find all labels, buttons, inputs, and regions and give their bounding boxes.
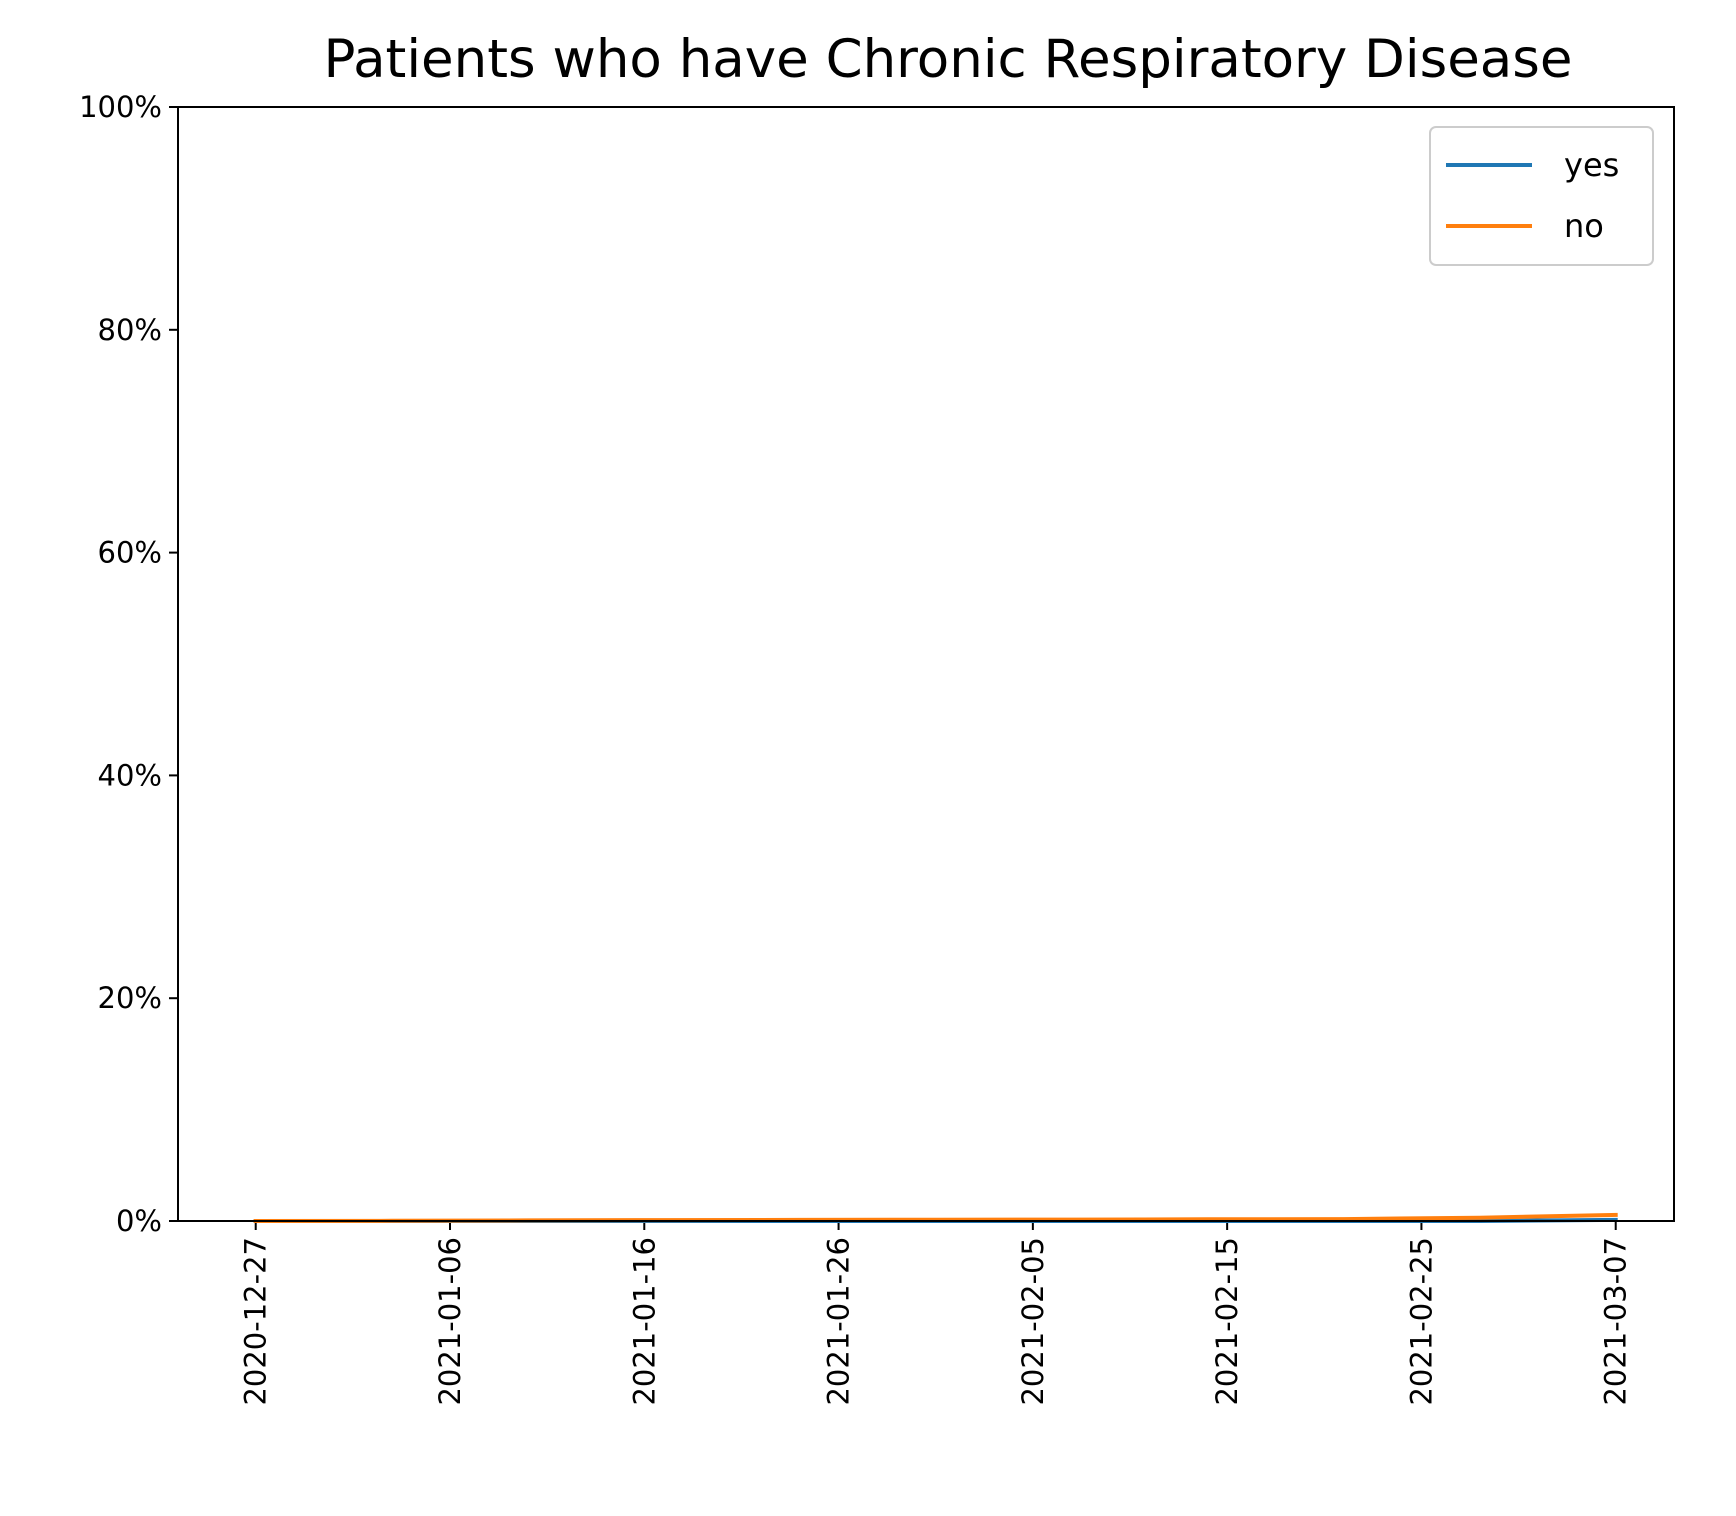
legend-label-yes: yes (1564, 146, 1619, 184)
x-axis: 2020-12-27 2021-01-06 2021-01-16 2021-01-26… (239, 1221, 1633, 1406)
y-tick-label: 0% (116, 1204, 162, 1238)
x-tick-label: 2021-01-26 (822, 1237, 856, 1406)
y-tick-label: 80% (98, 313, 162, 347)
legend: yes no (1429, 126, 1654, 266)
plot-frame (177, 106, 1675, 1222)
y-tick-label: 20% (98, 981, 162, 1015)
x-tick-label: 2021-02-15 (1210, 1237, 1244, 1406)
chart-title: Patients who have Chronic Respiratory Di… (323, 29, 1572, 90)
x-tick-label: 2021-02-05 (1016, 1237, 1050, 1406)
legend-label-no: no (1564, 207, 1604, 245)
x-tick-label: 2021-03-07 (1599, 1237, 1633, 1406)
x-tick-label: 2021-01-16 (627, 1237, 661, 1406)
x-tick-label: 2020-12-27 (239, 1237, 273, 1406)
x-tick-label: 2021-02-25 (1404, 1237, 1438, 1406)
legend-box (1429, 126, 1654, 266)
y-axis: 0% 20% 40% 60% 80% 100% (79, 90, 178, 1238)
y-tick-label: 40% (98, 758, 162, 792)
y-tick-label: 100% (79, 90, 162, 124)
y-tick-label: 60% (98, 536, 162, 570)
x-tick-label: 2021-01-06 (433, 1237, 467, 1406)
